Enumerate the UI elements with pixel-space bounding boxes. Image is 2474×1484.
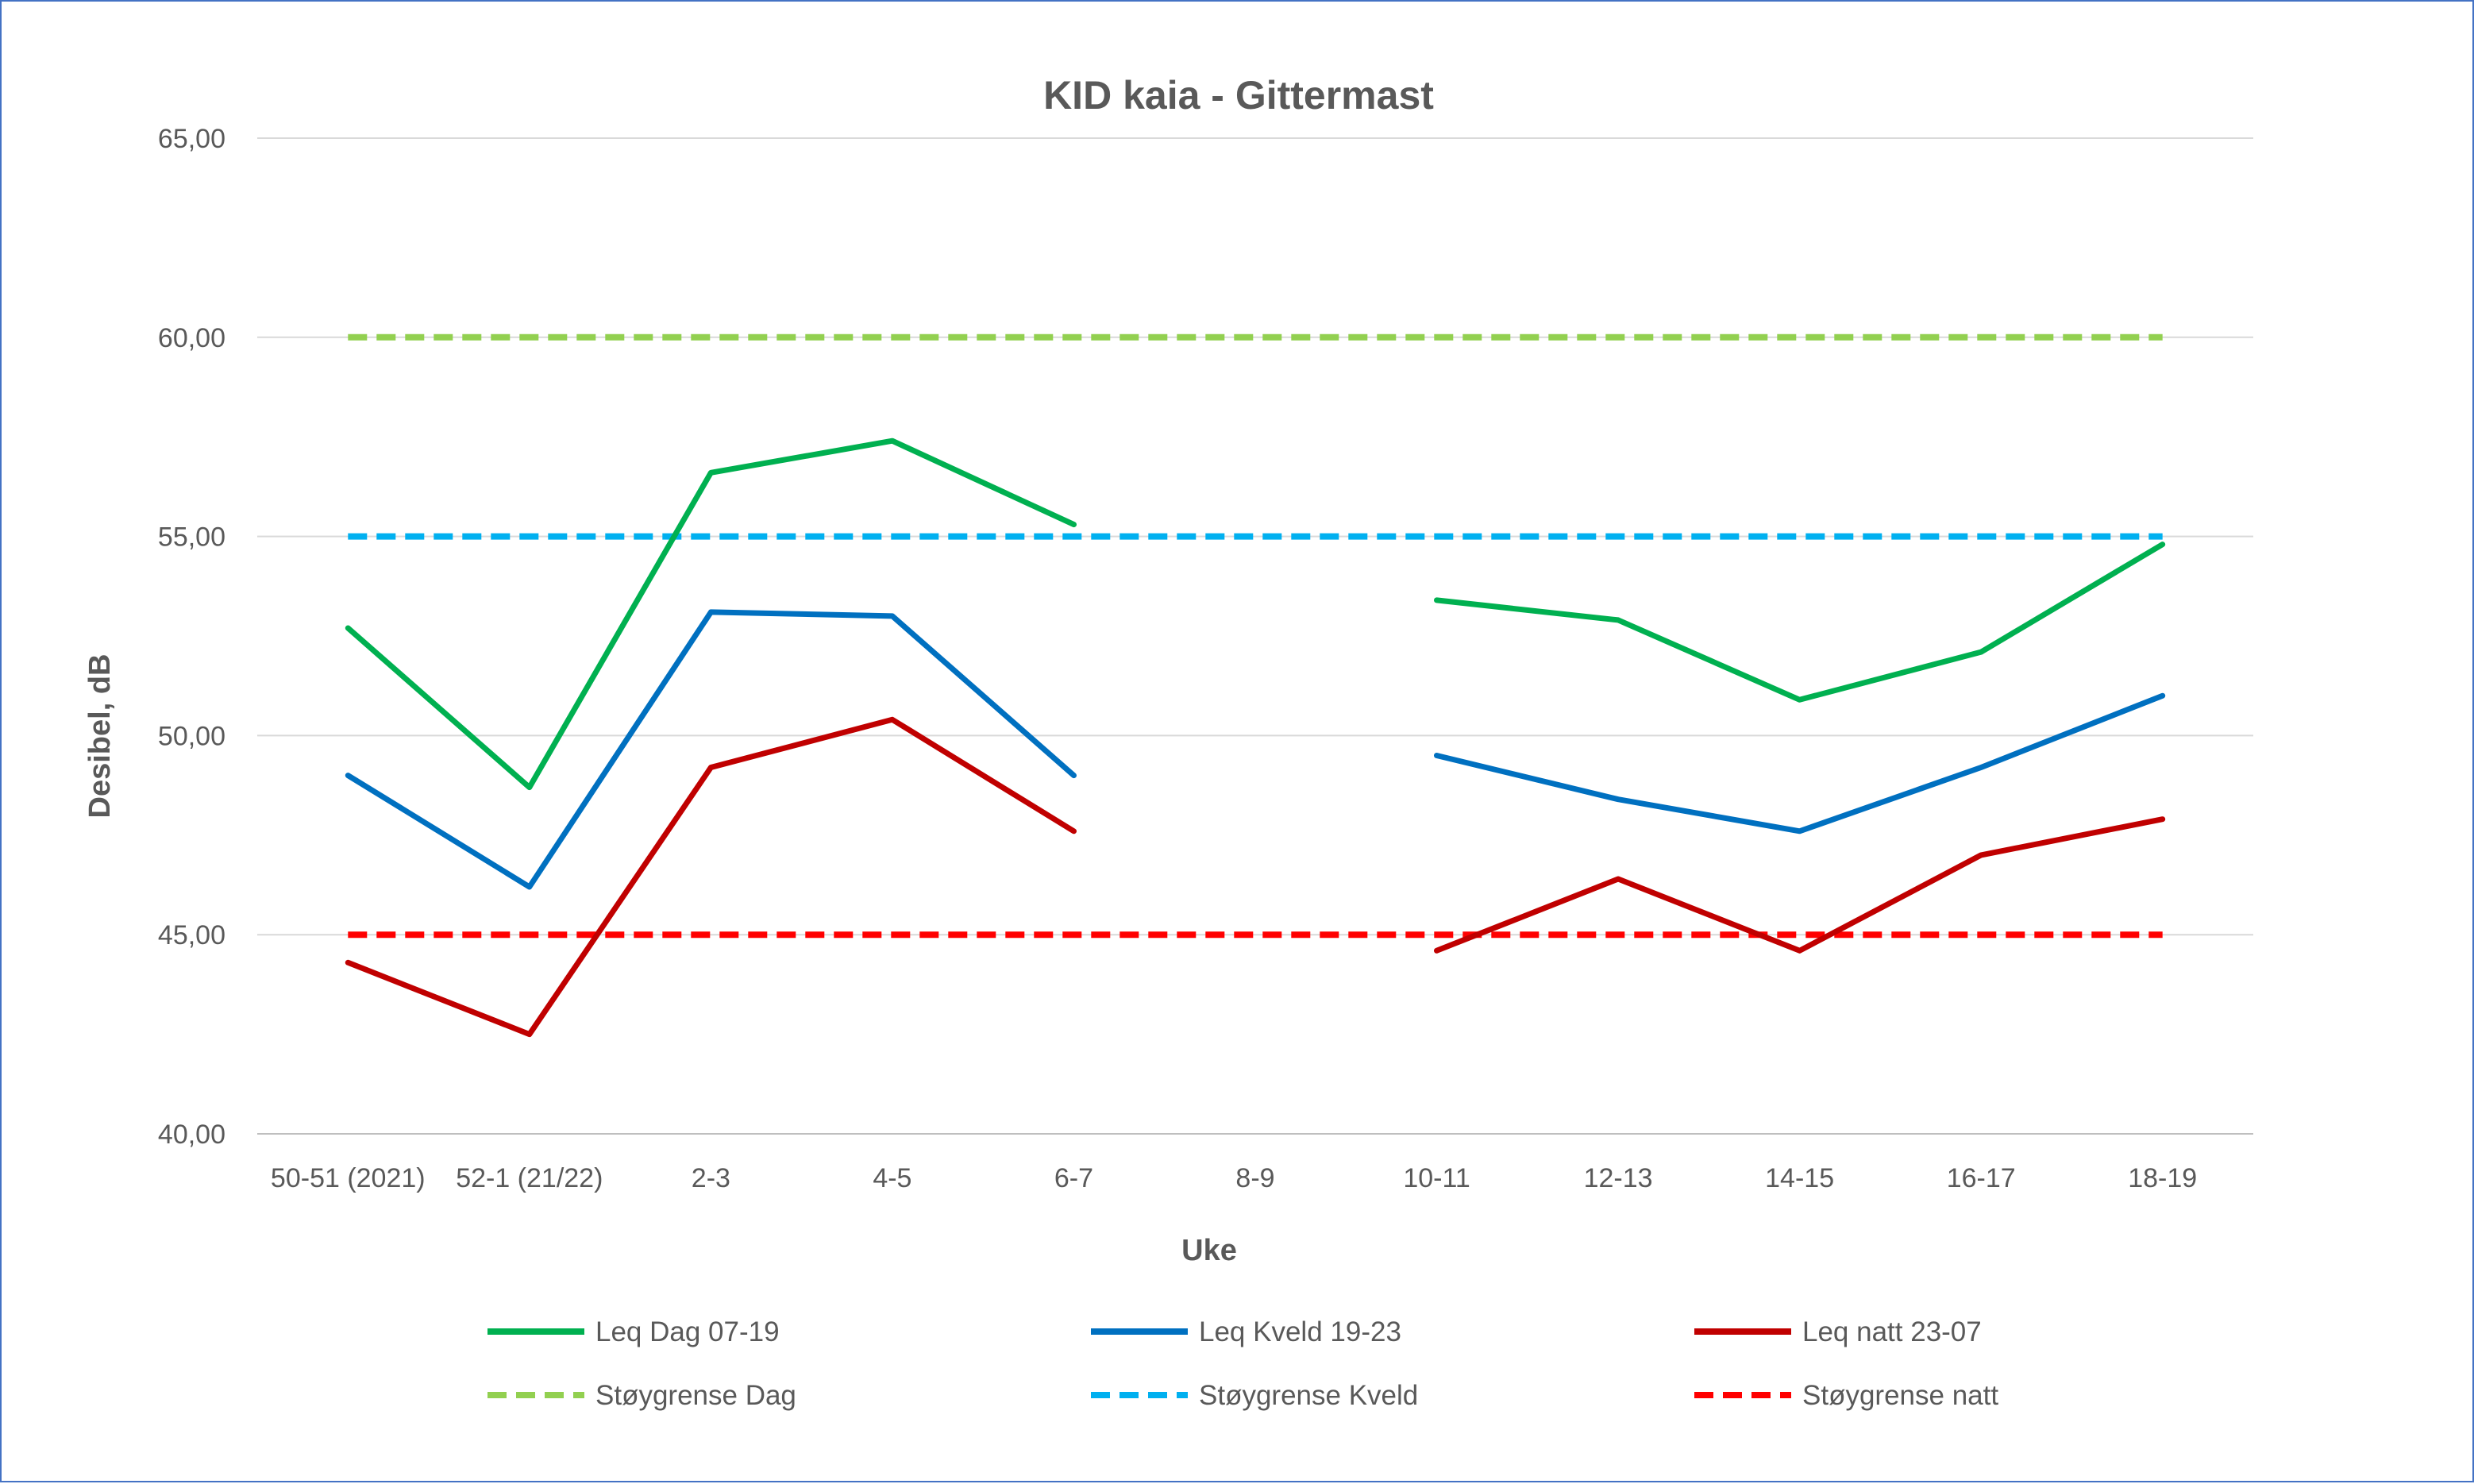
x-tick-label: 6-7 (1054, 1163, 1093, 1193)
series-line-leq-natt-23-07 (1434, 816, 2166, 954)
y-tick-label: 60,00 (158, 323, 225, 353)
x-tick-label: 4-5 (873, 1163, 911, 1193)
chart-title: KID kaia - Gittermast (1043, 73, 1434, 118)
series-line-leq-kveld-19-23 (345, 609, 1077, 890)
series-line-leq-natt-23-07 (345, 716, 1077, 1038)
y-axis-tick-labels: 40,00 45,00 50,00 55,00 60,00 65,00 (158, 124, 225, 1150)
x-tick-label: 2-3 (692, 1163, 730, 1193)
legend-label: Leq Dag 07-19 (595, 1316, 780, 1347)
legend-item-stoygrense-kveld: Støygrense Kveld (1091, 1380, 1418, 1411)
legend: Leq Dag 07-19 Leq Kveld 19-23 Leq natt 23-… (487, 1316, 1998, 1411)
y-tick-label: 55,00 (158, 522, 225, 553)
x-tick-label: 50-51 (2021) (271, 1163, 426, 1193)
series-line-leq-dag-07-19 (345, 437, 1077, 791)
x-tick-label: 16-17 (1947, 1163, 2016, 1193)
y-tick-label: 65,00 (158, 124, 225, 154)
x-tick-label: 14-15 (1765, 1163, 1834, 1193)
legend-label: Støygrense Kveld (1199, 1380, 1418, 1411)
y-tick-label: 50,00 (158, 721, 225, 751)
y-tick-label: 45,00 (158, 920, 225, 950)
x-tick-label: 10-11 (1403, 1163, 1470, 1193)
x-tick-label: 18-19 (2128, 1163, 2197, 1193)
x-axis-title: Uke (1181, 1234, 1237, 1267)
y-axis-title: Desibel, dB (83, 654, 117, 819)
series-line-leq-kveld-19-23 (1434, 692, 2166, 835)
gridlines (257, 137, 2253, 1135)
x-tick-label: 52-1 (21/22) (456, 1163, 603, 1193)
legend-item-leq-natt-23-07: Leq natt 23-07 (1694, 1316, 1982, 1347)
legend-item-stoygrense-dag: Støygrense Dag (487, 1380, 796, 1411)
legend-item-leq-dag-07-19: Leq Dag 07-19 (487, 1316, 780, 1347)
x-tick-label: 12-13 (1584, 1163, 1653, 1193)
y-tick-label: 40,00 (158, 1120, 225, 1150)
legend-label: Leq natt 23-07 (1802, 1316, 1982, 1347)
legend-label: Leq Kveld 19-23 (1199, 1316, 1401, 1347)
legend-item-leq-kveld-19-23: Leq Kveld 19-23 (1091, 1316, 1401, 1347)
legend-item-stoygrense-natt: Støygrense natt (1694, 1380, 1998, 1411)
legend-label: Støygrense Dag (595, 1380, 796, 1411)
x-axis-tick-labels: 50-51 (2021) 52-1 (21/22) 2-3 4-5 6-7 8-9 10-1… (271, 1163, 2197, 1193)
series-lines (345, 333, 2166, 1038)
legend-label: Støygrense natt (1802, 1380, 1998, 1411)
series-line-leq-dag-07-19 (1434, 542, 2166, 703)
x-tick-label: 8-9 (1235, 1163, 1274, 1193)
